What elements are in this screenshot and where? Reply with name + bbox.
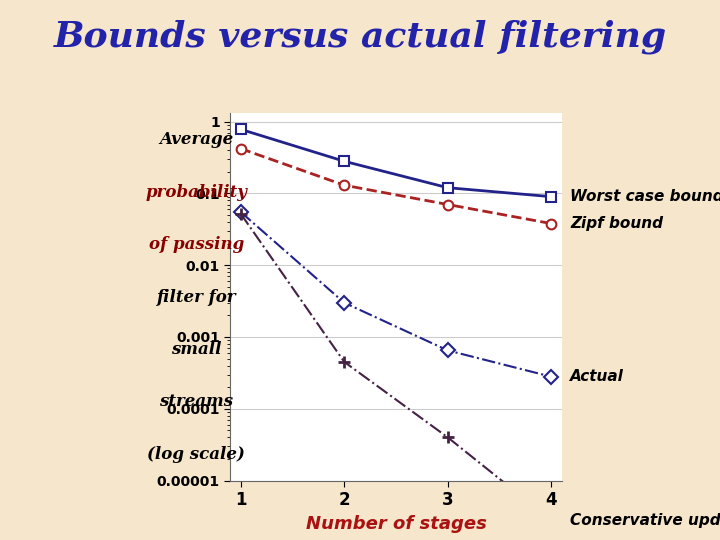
Text: Zipf bound: Zipf bound: [570, 216, 663, 231]
X-axis label: Number of stages: Number of stages: [305, 515, 487, 532]
Text: Worst case bound: Worst case bound: [570, 189, 720, 204]
Text: small: small: [171, 341, 222, 358]
Text: Actual: Actual: [570, 369, 624, 384]
Text: filter for: filter for: [157, 288, 236, 306]
Text: (log scale): (log scale): [148, 446, 246, 463]
Text: of passing: of passing: [149, 236, 244, 253]
Text: streams: streams: [159, 394, 233, 410]
Text: probability: probability: [145, 184, 248, 200]
Text: Average: Average: [159, 131, 233, 148]
Text: Conservative update: Conservative update: [570, 513, 720, 528]
Text: Bounds versus actual filtering: Bounds versus actual filtering: [53, 19, 667, 53]
